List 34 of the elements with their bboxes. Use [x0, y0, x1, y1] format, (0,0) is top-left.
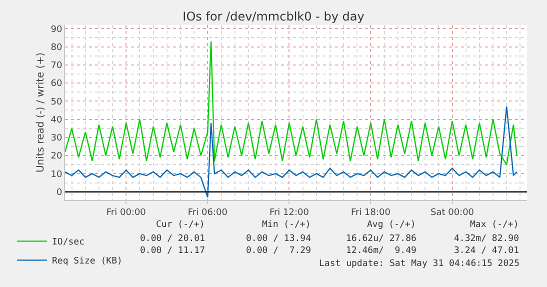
text: Max (-/+) [470, 220, 519, 230]
y-tick-label: 40 [50, 115, 62, 126]
y-tick-label: 50 [50, 97, 62, 108]
x-tick-label: Sat 00:00 [430, 208, 474, 218]
text: 12.46m/ 9.49 [346, 246, 416, 256]
text: Avg (-/+) [367, 220, 416, 230]
x-tick-label: Fri 06:00 [188, 208, 228, 218]
y-tick-label: 90 [50, 24, 62, 35]
text: 0.00 / 13.94 [246, 234, 312, 244]
text: 3.24 / 47.01 [454, 246, 520, 256]
y-tick-label: 60 [50, 79, 62, 90]
legend-label: IO/sec [52, 238, 85, 248]
y-axis-title: Units read (-) / write (+) [36, 52, 47, 173]
y-tick-label: 20 [50, 152, 62, 162]
y-tick-label: 10 [50, 170, 62, 180]
text: Cur (-/+) [156, 220, 205, 230]
text: 4.32m/ 82.90 [454, 234, 520, 244]
y-tick-label: 70 [50, 61, 62, 72]
y-tick-label: 80 [50, 42, 62, 53]
text: 0.00 / 7.29 [246, 246, 312, 256]
x-tick-label: Fri 12:00 [269, 208, 310, 218]
line-series [65, 106, 518, 198]
y-tick-label: 30 [50, 134, 62, 144]
text: Last update: Sat May 31 04:46:15 2025 [319, 259, 520, 269]
legend-label: Req Size (KB) [52, 256, 122, 267]
text: 0.00 / 11.17 [140, 246, 206, 256]
text: Min (-/+) [262, 220, 311, 230]
text: 16.62u/ 27.86 [346, 234, 416, 244]
text: 0.00 / 20.01 [140, 234, 206, 244]
x-tick-label: Fri 00:00 [106, 208, 146, 218]
y-tick-label: 0 [56, 188, 62, 198]
chart-title: IOs for /dev/mmcblk0 - by day [182, 9, 364, 24]
line-series [65, 40, 518, 166]
x-tick-label: Fri 18:00 [350, 208, 391, 218]
